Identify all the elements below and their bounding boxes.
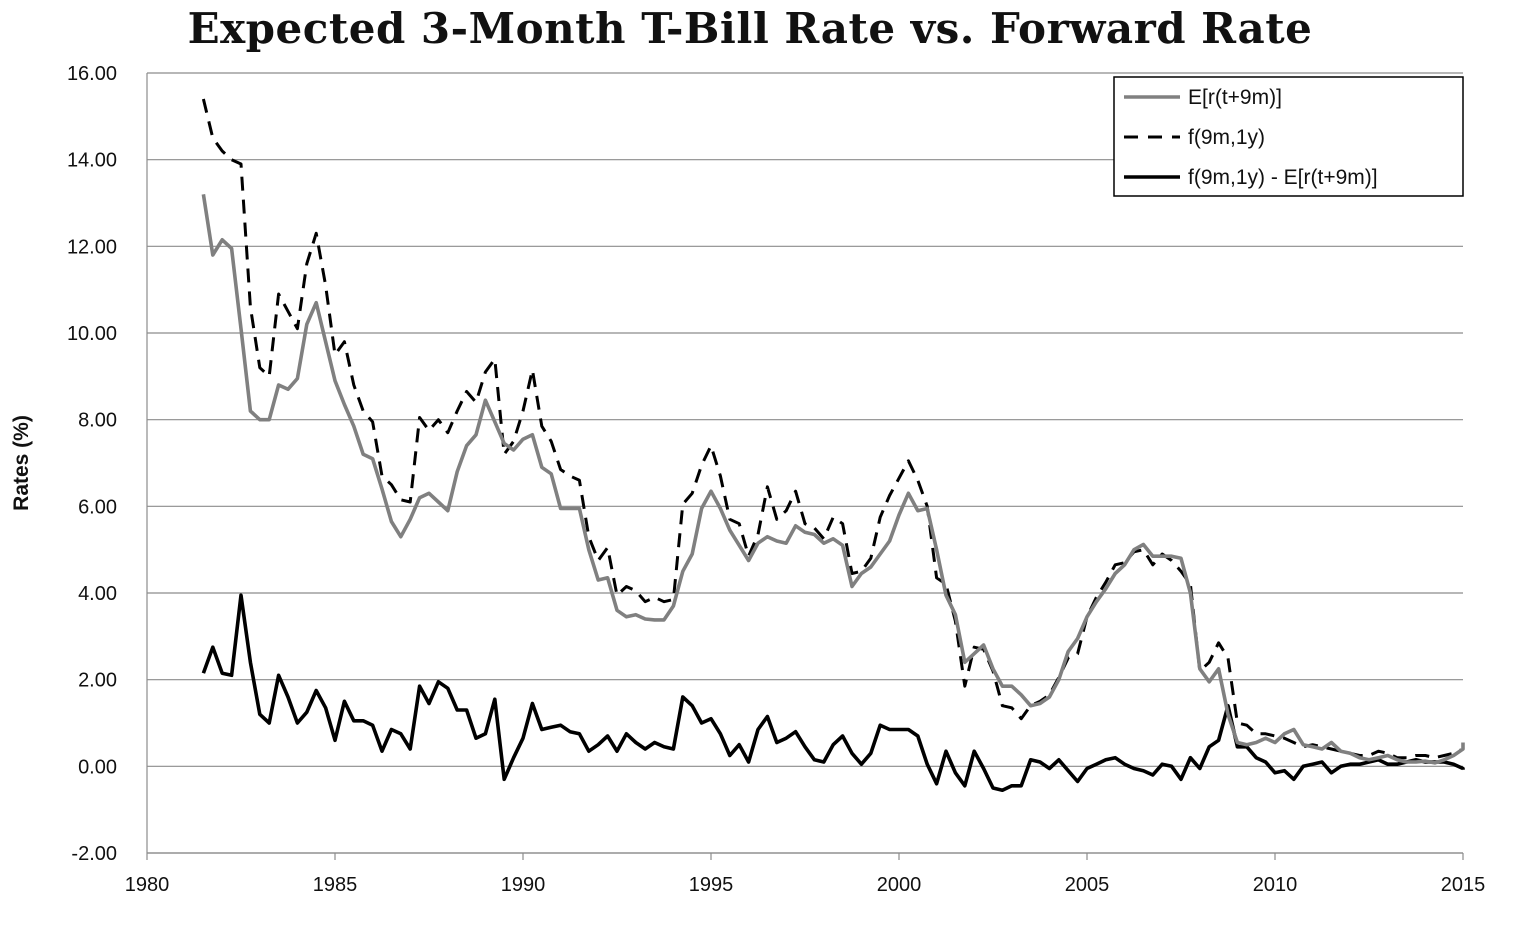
x-tick-label: 2000 [877,874,922,896]
y-tick-label: 16.00 [67,63,117,85]
legend-label-2: f(9m,1y) [1188,126,1265,149]
series-line-3 [201,593,1465,792]
x-tick-label: 2015 [1441,874,1486,896]
y-tick-label: 6.00 [78,496,117,518]
x-tick-label: 1980 [125,874,170,896]
y-tick-label: 8.00 [78,410,117,432]
y-tick-label: 2.00 [78,670,117,692]
series-lines [201,98,1465,792]
axes: -2.00 0.00 2.00 4.00 6.00 8.00 10.00 12.00 14.00… [67,63,1485,896]
x-tick-label: 2010 [1253,874,1298,896]
x-tick-label: 1995 [689,874,734,896]
legend-label-1: E[r(t+9m)] [1188,86,1282,109]
legend-label-3: f(9m,1y) - E[r(t+9m)] [1188,166,1378,189]
gridlines [147,72,1463,854]
series-line-2 [201,98,1465,760]
x-tick-label: 1985 [313,874,358,896]
y-tick-label: 10.00 [67,323,117,345]
series-line-1 [201,194,1465,765]
y-tick-label: 14.00 [67,150,117,172]
y-tick-label: 12.00 [67,236,117,258]
y-tick-label: 4.00 [78,583,117,605]
chart-title: Expected 3-Month T-Bill Rate vs. Forward… [187,4,1313,53]
y-axis-label: Rates (%) [10,415,33,511]
y-tick-label: 0.00 [78,756,117,778]
x-tick-label: 1990 [501,874,546,896]
y-tick-label: -2.00 [71,843,117,865]
x-tick-label: 2005 [1065,874,1110,896]
legend: E[r(t+9m)] f(9m,1y) f(9m,1y) - E[r(t+9m)] [1113,76,1464,197]
